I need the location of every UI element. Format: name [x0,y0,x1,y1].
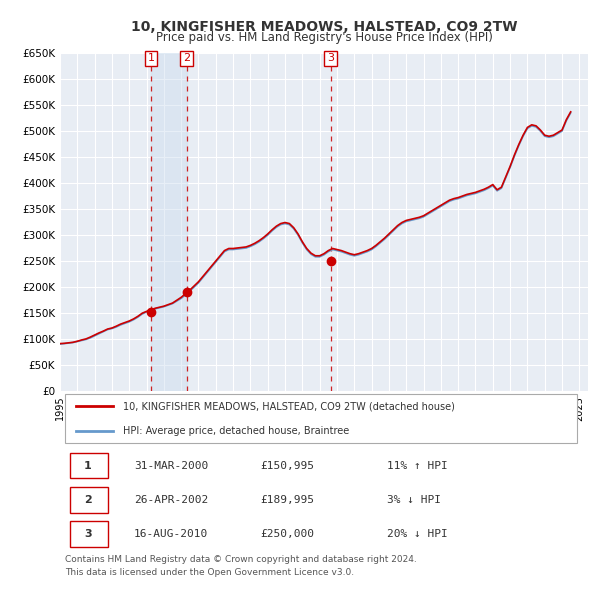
FancyBboxPatch shape [70,487,107,513]
Text: £250,000: £250,000 [260,529,314,539]
Text: 3: 3 [84,529,92,539]
Text: 31-MAR-2000: 31-MAR-2000 [134,461,208,470]
FancyBboxPatch shape [70,453,107,478]
Text: £150,995: £150,995 [260,461,314,470]
Text: £189,995: £189,995 [260,495,314,505]
Text: 11% ↑ HPI: 11% ↑ HPI [388,461,448,470]
Text: 20% ↓ HPI: 20% ↓ HPI [388,529,448,539]
Text: 10, KINGFISHER MEADOWS, HALSTEAD, CO9 2TW: 10, KINGFISHER MEADOWS, HALSTEAD, CO9 2T… [131,19,517,34]
Text: 1: 1 [148,53,154,63]
Text: 2: 2 [84,495,92,505]
Text: 3% ↓ HPI: 3% ↓ HPI [388,495,442,505]
Bar [151,53,187,391]
Text: Price paid vs. HM Land Registry's House Price Index (HPI): Price paid vs. HM Land Registry's House … [155,31,493,44]
FancyBboxPatch shape [65,394,577,444]
Text: HPI: Average price, detached house, Braintree: HPI: Average price, detached house, Brai… [124,425,350,435]
Text: 16-AUG-2010: 16-AUG-2010 [134,529,208,539]
Text: Contains HM Land Registry data © Crown copyright and database right 2024.: Contains HM Land Registry data © Crown c… [65,555,417,564]
Text: 2: 2 [183,53,190,63]
Text: 1: 1 [84,461,92,470]
Text: This data is licensed under the Open Government Licence v3.0.: This data is licensed under the Open Gov… [65,568,355,576]
FancyBboxPatch shape [70,522,107,547]
Text: 3: 3 [327,53,334,63]
Text: 10, KINGFISHER MEADOWS, HALSTEAD, CO9 2TW (detached house): 10, KINGFISHER MEADOWS, HALSTEAD, CO9 2T… [124,401,455,411]
Text: 26-APR-2002: 26-APR-2002 [134,495,208,505]
